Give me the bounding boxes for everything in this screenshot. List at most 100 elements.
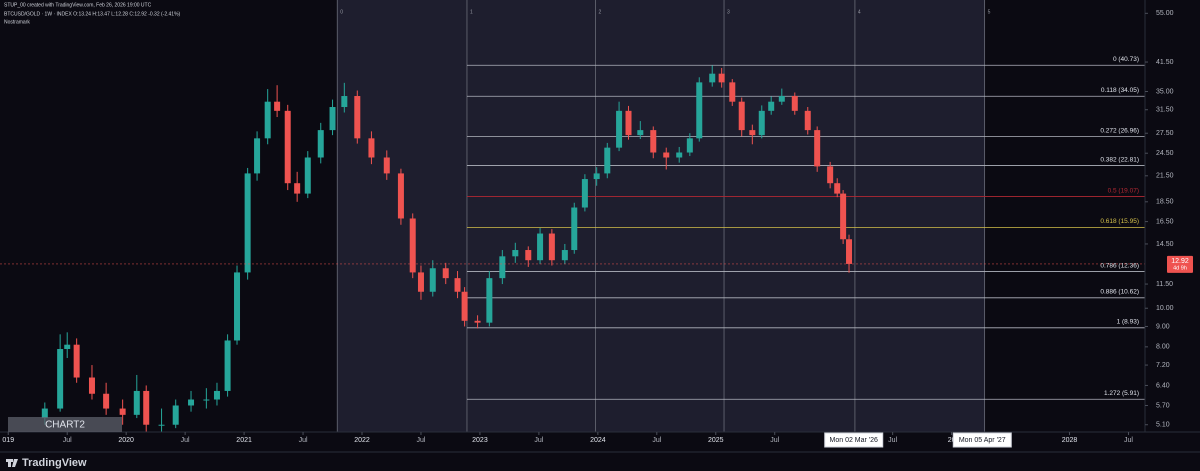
time-marker-box — [824, 432, 884, 448]
candle-body — [417, 272, 424, 292]
y-tick-label: 24.50 — [1156, 150, 1174, 157]
candle-body — [57, 349, 64, 409]
fib-label: 0.786 (12.36) — [1100, 262, 1139, 269]
y-tick-label: 5.10 — [1156, 422, 1170, 429]
fib-label: 0.618 (15.95) — [1100, 218, 1139, 225]
candle-body — [274, 101, 281, 111]
candle-body — [604, 147, 611, 174]
candle-body — [616, 110, 623, 148]
y-tick-label: 9.00 — [1156, 323, 1170, 330]
candle-body — [486, 278, 493, 323]
candle-body — [254, 138, 261, 174]
y-tick-label: 7.20 — [1156, 362, 1170, 369]
candle-body — [525, 250, 532, 261]
y-tick-label: 21.50 — [1156, 173, 1174, 180]
candle-body — [294, 183, 301, 194]
candle-body — [512, 250, 519, 257]
candle-body — [383, 157, 390, 174]
fib-label: 0.118 (34.05) — [1101, 87, 1139, 94]
time-marker-label: Mon 05 Apr '27 — [959, 437, 1006, 444]
candle-body — [409, 218, 416, 273]
x-tick-label: Jul — [299, 437, 308, 444]
fib-label: 1 (8.93) — [1117, 319, 1139, 326]
time-zone-label: 3 — [727, 9, 730, 15]
candle-body — [329, 107, 336, 131]
candle-body — [474, 320, 481, 323]
x-tick-label: Jul — [534, 437, 543, 444]
x-tick-label: 2024 — [590, 437, 606, 444]
x-tick-label: 019 — [2, 437, 14, 444]
candle-body — [41, 408, 48, 419]
candle-body — [454, 278, 461, 292]
y-tick-label: 8.00 — [1156, 344, 1170, 351]
countdown: 4d 9h — [1173, 265, 1187, 271]
candle-body — [791, 96, 798, 111]
y-tick-label: 35.00 — [1156, 88, 1174, 95]
candle-body — [561, 250, 568, 261]
zone-layer: 0 1 2 3 4 5 0 (40.73) 0.118 (34.05) 0.272 (26.96… — [336, 0, 1145, 432]
candle-body — [264, 101, 271, 139]
y-tick-label: 41.50 — [1156, 59, 1174, 66]
candle-body — [224, 340, 231, 391]
y-tick-label: 6.40 — [1156, 382, 1170, 389]
candle-body — [686, 138, 693, 153]
candle-body — [625, 110, 632, 136]
y-tick-label: 31.50 — [1156, 107, 1174, 114]
x-tick-label: Jul — [770, 437, 779, 444]
x-tick-label: Jul — [652, 437, 661, 444]
candle-body — [234, 272, 241, 341]
candle-body — [188, 399, 195, 406]
time-zone-label: 5 — [988, 9, 991, 15]
candle-body — [804, 110, 811, 131]
x-tick-label: Jul — [1124, 437, 1133, 444]
candle-body — [397, 173, 404, 219]
candle-body — [729, 82, 736, 102]
x-tick-label: 2023 — [472, 437, 488, 444]
brand-logo — [6, 459, 18, 467]
candle-body — [119, 408, 126, 415]
y-tick-label: 14.50 — [1156, 241, 1174, 248]
x-tick-label: 2020 — [118, 437, 134, 444]
candle-body — [537, 233, 544, 261]
candle-body — [244, 173, 251, 273]
fib-label: 1.272 (5.91) — [1104, 390, 1139, 397]
candle-body — [650, 130, 657, 153]
x-tick-label: Jul — [63, 437, 72, 444]
x-tick-label: 20 — [948, 437, 956, 444]
x-tick-label: 2022 — [354, 437, 370, 444]
candle-body — [778, 96, 785, 102]
candle-body — [637, 130, 644, 136]
x-tick-label: Jul — [888, 437, 897, 444]
candle-body — [133, 390, 140, 415]
fib-label: 0.382 (22.81) — [1100, 156, 1139, 163]
candle-body — [172, 405, 179, 425]
candle-body — [64, 344, 71, 350]
candle-body — [461, 291, 468, 321]
header-line: STUP_00 created with TradingView.com, Fe… — [4, 2, 152, 8]
candle-body — [834, 183, 841, 194]
candle-body — [676, 152, 683, 158]
candle-body — [718, 73, 725, 83]
y-tick-label: 27.50 — [1156, 130, 1174, 137]
candle-body — [709, 73, 716, 83]
candle-body — [827, 166, 834, 184]
candle-body — [213, 390, 220, 400]
candle-body — [749, 130, 756, 136]
candle-body — [304, 157, 311, 194]
x-tick-label: Jul — [181, 437, 190, 444]
candle-body — [548, 233, 555, 261]
brand: TradingView — [22, 457, 87, 469]
time-zone-label: 2 — [598, 9, 601, 15]
x-tick-label: 2028 — [1062, 437, 1078, 444]
time-zone-label: 4 — [858, 9, 861, 15]
x-tick-label: Jul — [416, 437, 425, 444]
x-tick-label: 2025 — [708, 437, 724, 444]
candle-body — [846, 239, 853, 264]
last-price-badge — [1167, 255, 1193, 273]
candle-body — [581, 179, 588, 208]
candle-body — [284, 110, 291, 184]
candle-body — [738, 101, 745, 131]
candle-body — [840, 193, 847, 240]
y-tick-label: 16.50 — [1156, 218, 1174, 225]
time-zone-label: 0 — [340, 9, 343, 15]
